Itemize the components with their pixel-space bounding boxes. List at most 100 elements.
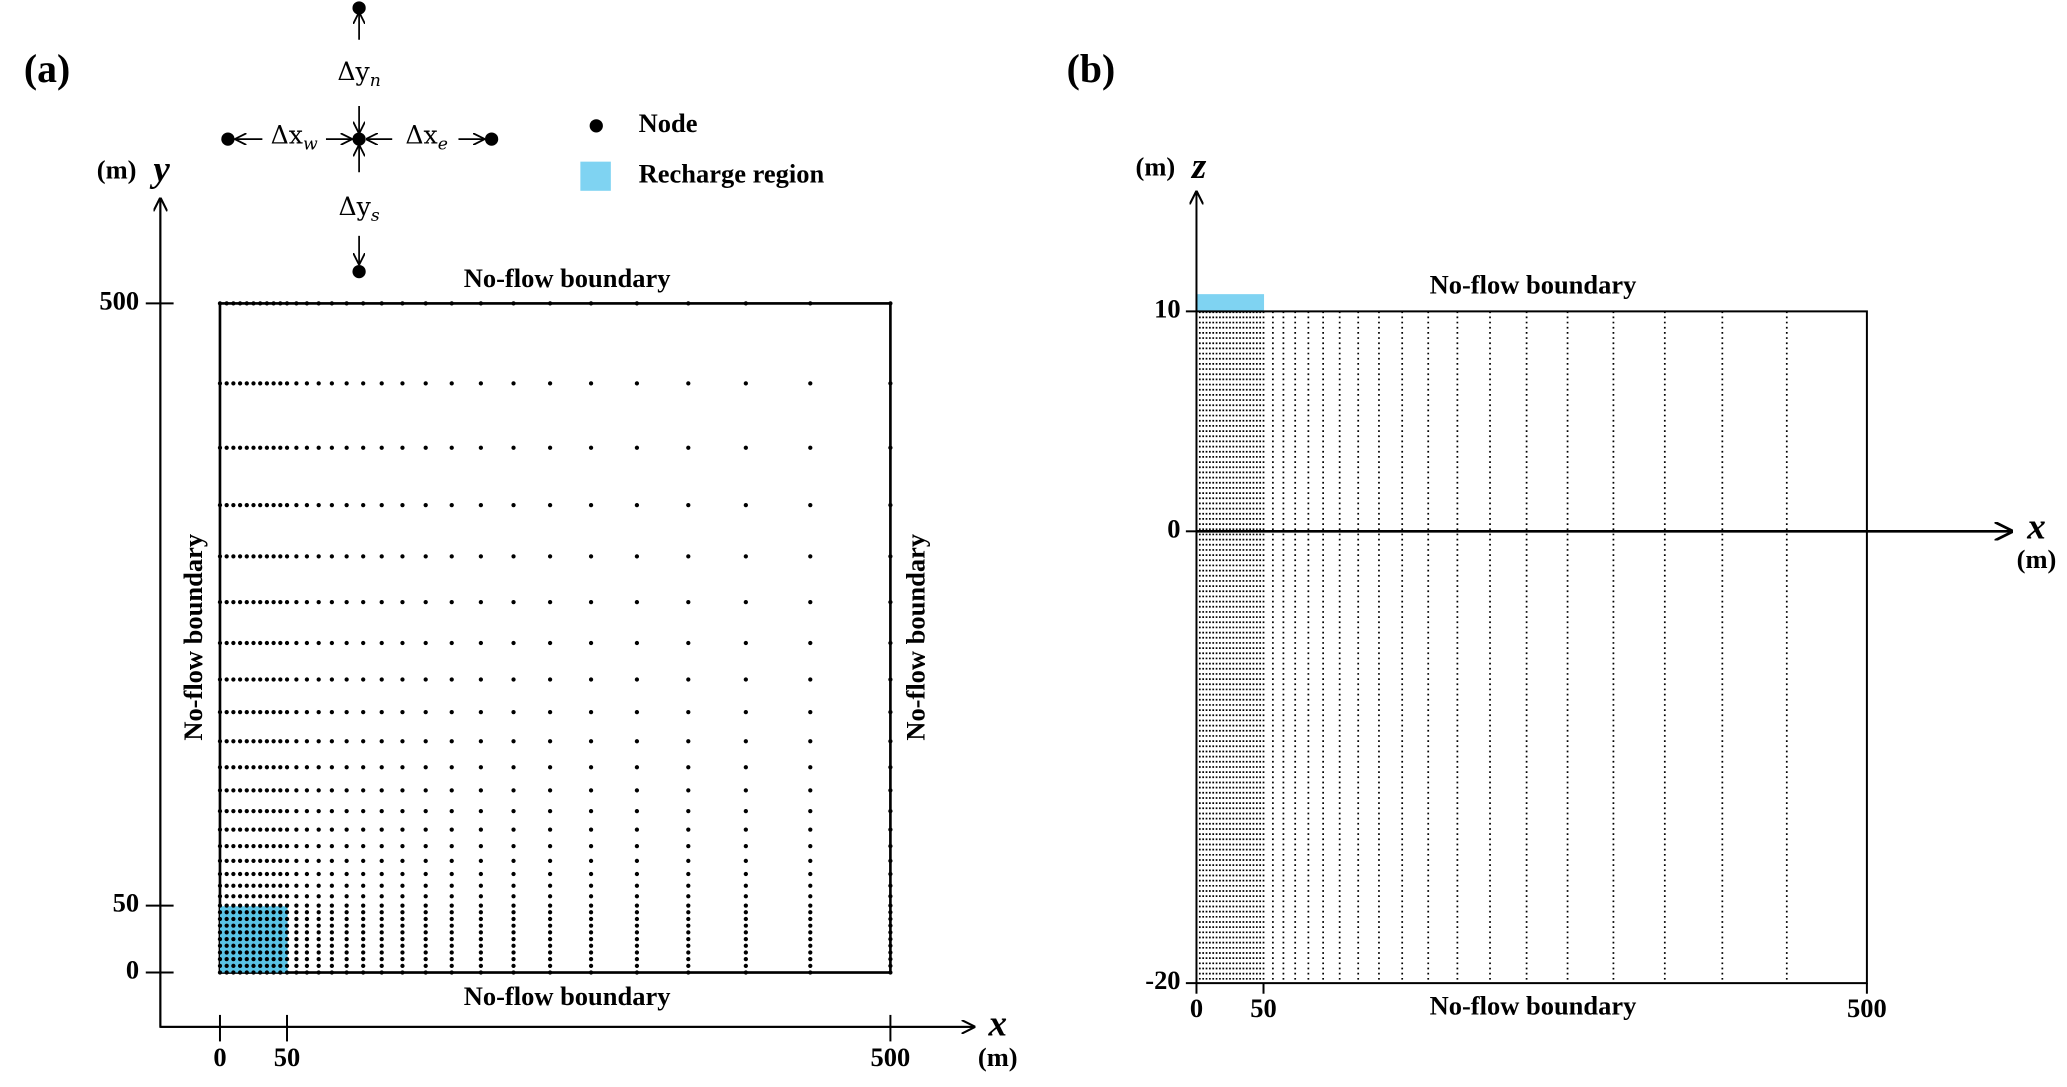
- legend-node-marker: [589, 119, 603, 133]
- node: [400, 600, 405, 605]
- node: [423, 600, 428, 605]
- node: [588, 930, 594, 935]
- node: [344, 739, 349, 744]
- node: [329, 503, 334, 508]
- node: [588, 503, 594, 508]
- node: [478, 970, 484, 975]
- node: [547, 903, 553, 908]
- node: [547, 445, 553, 450]
- node: [217, 765, 223, 770]
- node: [304, 930, 310, 935]
- node: [511, 677, 516, 682]
- node: [217, 739, 223, 744]
- node: [284, 871, 290, 877]
- node: [217, 554, 223, 559]
- node: [278, 950, 283, 955]
- node: [294, 827, 299, 832]
- node: [316, 930, 321, 935]
- node: [478, 827, 484, 832]
- node: [686, 808, 691, 814]
- node: [547, 858, 553, 863]
- node: [329, 710, 334, 715]
- y-tick-label: 50: [113, 888, 139, 918]
- z-tick-label: 0: [1167, 513, 1180, 543]
- node: [251, 677, 256, 682]
- axes: [159, 198, 974, 1028]
- node: [547, 871, 553, 877]
- node: [237, 916, 243, 922]
- axis-unit: (m): [978, 1042, 1018, 1072]
- node: [478, 910, 484, 915]
- subscript: w: [303, 134, 318, 154]
- node: [237, 381, 243, 386]
- node: [344, 910, 349, 915]
- node: [808, 910, 813, 915]
- node: [423, 943, 428, 948]
- node: [271, 903, 276, 908]
- node: [808, 788, 813, 793]
- node: [511, 640, 516, 646]
- node: [423, 843, 428, 849]
- node: [304, 970, 310, 975]
- node: [258, 950, 263, 955]
- node: [224, 916, 229, 922]
- node: [588, 894, 594, 899]
- node: [271, 950, 276, 955]
- node: [294, 943, 299, 948]
- node: [423, 381, 428, 386]
- node: [511, 710, 516, 715]
- node: [304, 957, 310, 962]
- node: [244, 503, 249, 508]
- node: [423, 903, 428, 908]
- node: [271, 503, 276, 508]
- node: [316, 883, 321, 888]
- node: [634, 957, 640, 962]
- node: [423, 858, 428, 863]
- node: [888, 503, 893, 508]
- symbol: Δx: [405, 120, 437, 149]
- node: [237, 903, 243, 908]
- node: [294, 894, 299, 899]
- node: [511, 381, 516, 386]
- node: [686, 739, 691, 744]
- node: [237, 827, 243, 832]
- node: [224, 858, 229, 863]
- node: [588, 916, 594, 922]
- node: [634, 943, 640, 948]
- node: [743, 788, 748, 793]
- x-tick-label: 500: [871, 1042, 911, 1072]
- node: [808, 871, 813, 877]
- node: [511, 963, 516, 968]
- node: [278, 445, 283, 450]
- node: [423, 554, 428, 559]
- node: [244, 301, 249, 306]
- node: [271, 445, 276, 450]
- node: [400, 936, 405, 942]
- node: [743, 554, 748, 559]
- node: [686, 445, 691, 450]
- node: [294, 808, 299, 814]
- node: [258, 910, 263, 915]
- node: [686, 301, 691, 306]
- symbol: Δx: [271, 120, 303, 149]
- node: [284, 930, 290, 935]
- node: [888, 739, 893, 744]
- node: [379, 301, 384, 306]
- node: [449, 930, 454, 935]
- node: [237, 301, 243, 306]
- node: [278, 871, 283, 877]
- node: [329, 765, 334, 770]
- node: [400, 950, 405, 955]
- node: [449, 710, 454, 715]
- node: [743, 677, 748, 682]
- node: [251, 883, 256, 888]
- node: [237, 970, 243, 975]
- node: [808, 677, 813, 682]
- node: [686, 765, 691, 770]
- node: [588, 710, 594, 715]
- node: [316, 910, 321, 915]
- node: [423, 894, 428, 899]
- node: [258, 765, 263, 770]
- node: [294, 910, 299, 915]
- node: [224, 843, 229, 849]
